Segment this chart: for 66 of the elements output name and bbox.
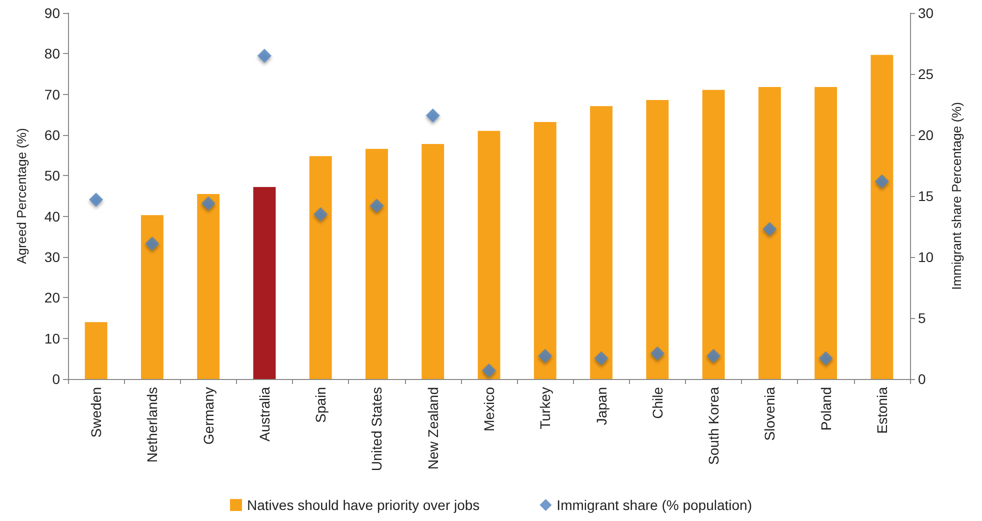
point	[706, 348, 721, 363]
y-tick-label: 0	[52, 371, 60, 387]
y-tick-label: 40	[44, 208, 60, 224]
point	[257, 48, 272, 63]
x-tick-label: New Zealand	[424, 387, 441, 470]
y2-axis-title: Immigrant share Percentage (%)	[949, 102, 964, 290]
bar	[646, 100, 669, 379]
point	[594, 351, 608, 366]
point	[818, 351, 833, 366]
y2-tick-label: 0	[918, 371, 926, 387]
y-axis-title: Agreed Percentage (%)	[14, 128, 29, 264]
bar	[702, 90, 725, 379]
bar	[140, 215, 164, 379]
y-tick-label: 60	[44, 127, 60, 143]
bar	[758, 87, 781, 379]
point	[482, 363, 496, 378]
point	[538, 348, 552, 363]
x-tick-label: Slovenia	[762, 386, 778, 441]
point	[874, 174, 889, 188]
x-tick-label: Poland	[818, 387, 834, 431]
y-tick-label: 80	[44, 46, 60, 62]
bar	[366, 148, 388, 379]
y2-tick-label: 5	[918, 310, 926, 326]
x-tick-label: Japan	[593, 387, 610, 426]
y-tick-label: 10	[44, 330, 60, 346]
point	[650, 346, 664, 360]
bar	[422, 144, 444, 379]
point	[370, 198, 384, 213]
bar	[590, 106, 612, 379]
y-tick-label: 90	[44, 5, 60, 21]
y2-tick-label: 15	[918, 188, 934, 204]
y-tick-label: 30	[44, 249, 60, 265]
x-tick-label: Estonia	[874, 386, 890, 434]
y2-tick-label: 25	[918, 66, 934, 82]
bar	[534, 122, 556, 379]
point	[426, 108, 440, 122]
bar	[197, 194, 220, 379]
y2-tick-label: 10	[918, 249, 934, 265]
x-tick-label: United States	[368, 387, 385, 472]
point	[89, 192, 104, 207]
y-tick-label: 50	[44, 168, 60, 184]
bar	[870, 54, 894, 379]
point	[145, 236, 160, 251]
bar	[478, 130, 500, 379]
x-tick-label: Germany	[200, 387, 216, 445]
point	[314, 207, 328, 222]
x-tick-label: Australia	[256, 386, 272, 442]
point	[201, 196, 216, 210]
bar	[253, 187, 276, 379]
x-tick-label: Mexico	[481, 386, 497, 432]
x-tick-label: Turkey	[537, 387, 554, 430]
y2-tick-label: 20	[918, 127, 934, 143]
bar	[814, 87, 838, 379]
legend-label: Immigrant share (% population)	[556, 497, 752, 513]
bar	[309, 156, 332, 379]
bar	[84, 322, 108, 379]
y-tick-label: 20	[44, 290, 60, 306]
x-tick-label: Netherlands	[144, 387, 160, 462]
x-tick-label: Chile	[649, 386, 666, 419]
x-tick-label: Spain	[312, 387, 329, 423]
legend-label: Natives should have priority over jobs	[247, 497, 480, 513]
y-tick-label: 70	[44, 86, 60, 102]
point	[762, 222, 777, 236]
x-tick-label: Sweden	[88, 387, 104, 438]
x-tick-label: South Korea	[706, 386, 722, 465]
y2-tick-label: 30	[918, 5, 934, 21]
